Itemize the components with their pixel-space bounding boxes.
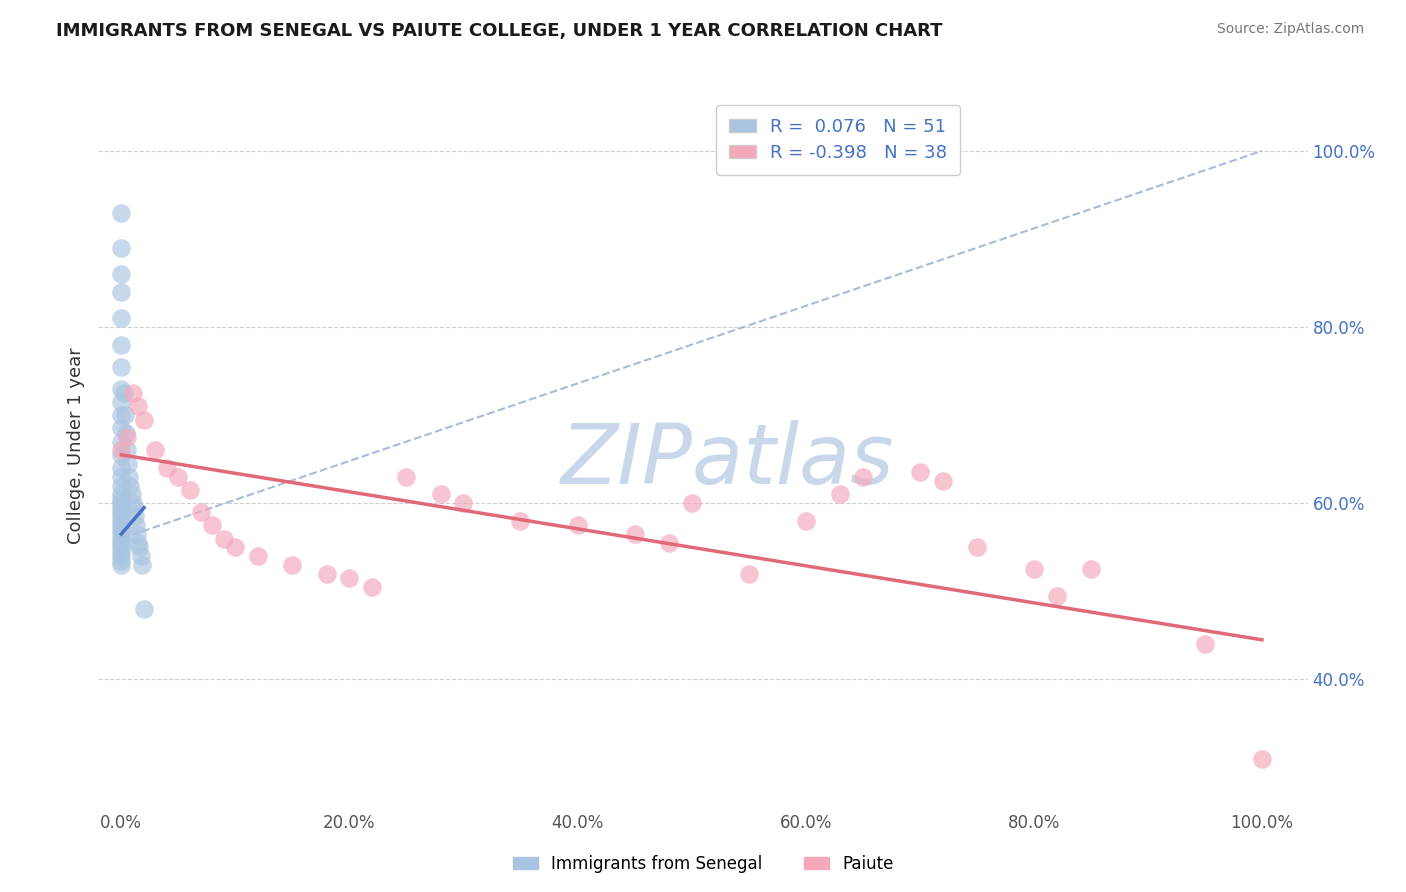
Point [110, 549, 132, 563]
Point [794, 514, 817, 528]
Point [931, 475, 953, 489]
Point [110, 337, 132, 351]
Point [110, 478, 132, 492]
Point [509, 514, 531, 528]
Point [852, 470, 875, 484]
Point [120, 478, 142, 492]
Point [110, 505, 132, 519]
Point [315, 566, 337, 581]
Point [110, 523, 132, 537]
Text: IMMIGRANTS FROM SENEGAL VS PAIUTE COLLEGE, UNDER 1 YEAR CORRELATION CHART: IMMIGRANTS FROM SENEGAL VS PAIUTE COLLEG… [56, 22, 943, 40]
Point [127, 400, 149, 414]
Point [110, 527, 132, 541]
Point [110, 487, 132, 501]
Point [247, 549, 270, 563]
Point [110, 536, 132, 550]
Point [966, 541, 988, 555]
Point [110, 558, 132, 572]
Point [908, 466, 931, 480]
Point [281, 558, 304, 572]
Point [110, 518, 132, 533]
Point [129, 549, 152, 563]
Point [658, 536, 681, 550]
Point [110, 448, 132, 462]
Point [127, 536, 149, 550]
Point [828, 487, 851, 501]
Point [1046, 589, 1069, 603]
Point [201, 518, 224, 533]
Point [1251, 752, 1274, 766]
Point [110, 443, 132, 458]
Point [110, 408, 132, 422]
Y-axis label: College, Under 1 year: College, Under 1 year [66, 348, 84, 544]
Point [110, 491, 132, 506]
Point [179, 483, 201, 497]
Point [110, 496, 132, 510]
Point [361, 580, 384, 594]
Point [125, 518, 148, 533]
Point [131, 558, 153, 572]
Point [110, 434, 132, 449]
Point [110, 514, 132, 528]
Point [127, 527, 149, 541]
Point [128, 541, 150, 555]
Point [118, 470, 141, 484]
Point [681, 496, 703, 510]
Point [110, 395, 132, 409]
Point [167, 470, 190, 484]
Text: ZIPatlas: ZIPatlas [561, 420, 894, 500]
Point [121, 386, 143, 401]
Point [156, 461, 179, 475]
Point [110, 267, 132, 281]
Point [453, 496, 475, 510]
Point [124, 509, 146, 524]
Point [190, 505, 212, 519]
Point [737, 566, 759, 581]
Point [567, 518, 589, 533]
Point [110, 421, 132, 435]
Point [110, 359, 132, 374]
Point [1022, 562, 1045, 576]
Point [121, 496, 143, 510]
Point [121, 487, 143, 501]
Point [115, 430, 138, 444]
Point [623, 527, 645, 541]
Point [429, 487, 451, 501]
Point [212, 532, 235, 546]
Legend: Immigrants from Senegal, Paiute: Immigrants from Senegal, Paiute [506, 848, 900, 880]
Point [114, 425, 136, 440]
Point [224, 541, 246, 555]
Point [110, 541, 132, 555]
Point [110, 205, 132, 219]
Text: Source: ZipAtlas.com: Source: ZipAtlas.com [1216, 22, 1364, 37]
Legend: R =  0.076   N = 51, R = -0.398   N = 38: R = 0.076 N = 51, R = -0.398 N = 38 [716, 105, 960, 175]
Point [110, 285, 132, 299]
Point [395, 470, 418, 484]
Point [110, 500, 132, 515]
Point [117, 457, 139, 471]
Point [110, 241, 132, 255]
Point [132, 412, 155, 426]
Point [1080, 562, 1102, 576]
Point [1194, 637, 1216, 651]
Point [122, 500, 145, 515]
Point [114, 408, 136, 422]
Point [112, 386, 135, 401]
Point [110, 545, 132, 559]
Point [132, 602, 155, 616]
Point [110, 532, 132, 546]
Point [145, 443, 167, 458]
Point [110, 461, 132, 475]
Point [110, 470, 132, 484]
Point [110, 553, 132, 567]
Point [337, 571, 360, 585]
Point [115, 443, 138, 458]
Point [110, 382, 132, 396]
Point [110, 509, 132, 524]
Point [110, 311, 132, 326]
